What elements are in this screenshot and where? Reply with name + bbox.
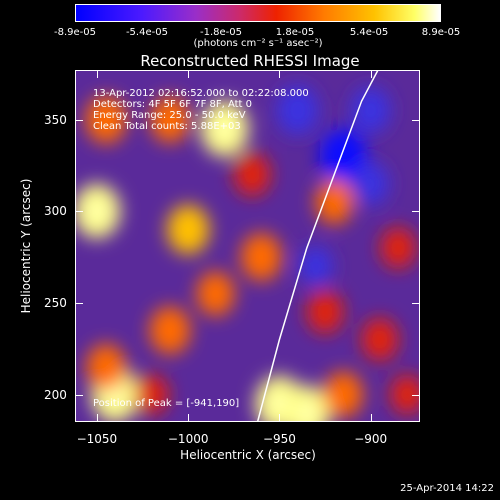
x-tick-label: −900: [354, 432, 388, 446]
solar-limb-line: [256, 70, 379, 422]
x-tick-label: −1050: [76, 432, 118, 446]
negative-emission-blob: [350, 87, 391, 134]
axis-tick-mark: [188, 414, 190, 422]
emission-blob: [380, 227, 416, 269]
heatmap-plot: [75, 70, 420, 422]
colorbar-tick-label: 8.9e-05: [421, 27, 461, 38]
emission-blob-core: [216, 118, 233, 139]
negative-emission-blob: [352, 162, 390, 206]
emission-blob-core: [271, 393, 288, 414]
emission-blob-core: [298, 402, 315, 422]
axis-tick-mark: [75, 302, 83, 304]
axis-tick-mark: [412, 119, 420, 121]
axis-tick-mark: [370, 70, 372, 78]
axis-tick-mark: [370, 414, 372, 422]
emission-blob-core: [88, 201, 105, 222]
axis-tick-mark: [96, 414, 98, 422]
axis-tick-mark: [412, 211, 420, 213]
emission-blob: [85, 95, 127, 144]
axis-tick-mark: [75, 394, 83, 396]
y-tick-label: 200: [44, 387, 67, 402]
emission-blob: [86, 343, 126, 391]
y-axis-label: Heliocentric Y (arcsec): [19, 178, 33, 314]
annotation-energy: Energy Range: 25.0 - 50.0 keV: [93, 110, 246, 121]
emission-blob: [315, 179, 354, 225]
heatmap-svg: [75, 70, 420, 422]
axis-tick-mark: [75, 211, 83, 213]
axis-tick-mark: [279, 70, 281, 78]
colorbar-tick-label: -1.8e-05: [199, 27, 242, 38]
x-tick-label: −950: [262, 432, 296, 446]
chart-title: Reconstructed RHESSI Image: [140, 52, 360, 70]
axis-tick-mark: [412, 302, 420, 304]
axis-tick-mark: [188, 70, 190, 78]
y-tick-label: 250: [44, 295, 67, 310]
emission-blob: [240, 233, 282, 281]
negative-emission-blob: [276, 85, 319, 136]
emission-blob: [196, 271, 235, 317]
peak-position-label: Position of Peak = [-941,190]: [93, 398, 240, 409]
emission-blob: [233, 152, 271, 197]
axis-tick-mark: [279, 414, 281, 422]
emission-blob: [149, 306, 191, 355]
emission-blob: [166, 204, 210, 255]
y-tick-label: 350: [44, 112, 67, 127]
annotation-detectors: Detectors: 4F 5F 6F 7F 8F, Att 0: [93, 99, 253, 110]
colorbar-tick-label: -5.4e-05: [125, 27, 168, 38]
colorbar-tick-label: -8.9e-05: [54, 27, 96, 38]
emission-blob: [150, 96, 190, 143]
colorbar: [75, 4, 441, 22]
emission-blob: [361, 317, 399, 362]
axis-tick-mark: [412, 394, 420, 396]
negative-emission-blob: [319, 128, 368, 185]
footer-date: 25-Apr-2014 14:22: [400, 483, 494, 494]
negative-emission-blob: [298, 246, 333, 287]
annotation-counts: Clean Total counts: 5.88E+03: [93, 121, 241, 132]
emission-blob-core: [107, 384, 124, 405]
x-axis-label: Heliocentric X (arcsec): [180, 448, 316, 462]
annotation-time: 13-Apr-2012 02:16:52.000 to 02:22:08.000: [93, 88, 309, 99]
emission-blob: [323, 371, 364, 418]
colorbar-unit: (photons cm⁻² s⁻¹ asec⁻²): [193, 38, 323, 49]
blob-layer: [75, 85, 420, 422]
emission-blob: [134, 374, 169, 415]
colorbar-tick-label: 1.8e-05: [275, 27, 315, 38]
emission-blob: [390, 374, 420, 415]
x-tick-label: −1000: [167, 432, 209, 446]
colorbar-tick-label: 5.4e-05: [349, 27, 389, 38]
axis-tick-mark: [75, 119, 83, 121]
axis-tick-mark: [96, 70, 98, 78]
y-tick-label: 300: [44, 204, 67, 219]
emission-blob: [306, 290, 344, 334]
